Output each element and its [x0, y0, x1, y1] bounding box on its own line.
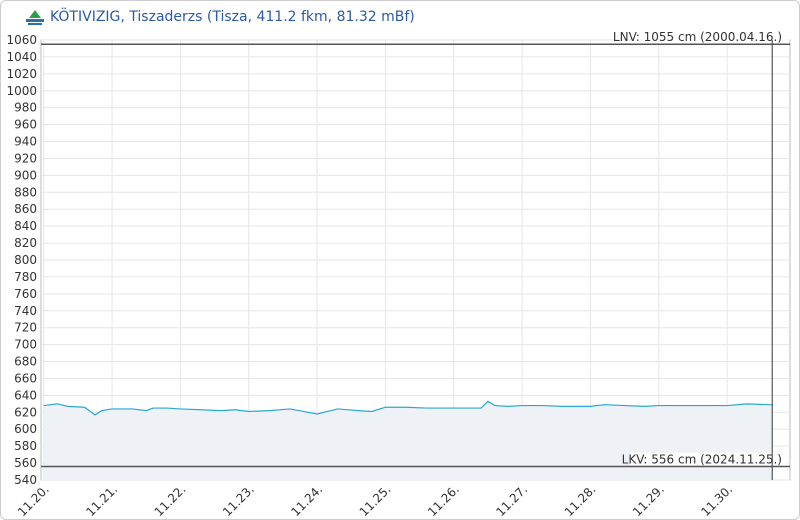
y-tick-label: 620: [14, 405, 37, 419]
y-tick-label: 680: [14, 355, 37, 369]
y-tick-label: 720: [14, 321, 37, 335]
y-tick-label: 740: [14, 304, 37, 318]
y-tick-label: 560: [14, 456, 37, 470]
y-tick-label: 940: [14, 135, 37, 149]
x-tick-label: 11.29.: [630, 482, 667, 519]
y-tick-label: 920: [14, 151, 37, 165]
y-tick-label: 820: [14, 236, 37, 250]
logo: [26, 10, 44, 25]
y-tick-label: 960: [14, 118, 37, 132]
y-tick-label: 640: [14, 388, 37, 402]
chart-title: KÖTIVIZIG, Tiszaderzs (Tisza, 411.2 fkm,…: [50, 7, 415, 25]
line: [43, 400, 773, 416]
x-tick-label: 11.24.: [288, 482, 325, 519]
x-tick-label: 11.21.: [83, 482, 120, 519]
y-tick-label: 840: [14, 219, 37, 233]
y-tick-label: 580: [14, 439, 37, 453]
y-tick-label: 1040: [6, 50, 37, 64]
y-tick-label: 780: [14, 270, 37, 284]
y-tick-label: 980: [14, 101, 37, 115]
y-tick-label: 600: [14, 422, 37, 436]
x-tick-label: 11.28.: [562, 482, 599, 519]
y-tick-label: 1060: [6, 33, 37, 47]
x-tick-label: 11.22.: [152, 482, 189, 519]
y-tick-label: 760: [14, 287, 37, 301]
reference-label: LNV: 1055 cm (2000.04.16.): [613, 30, 782, 44]
x-tick-label: 11.27.: [493, 482, 530, 519]
x-tick-label: 11.23.: [220, 482, 257, 519]
x-tick-label: 11.30.: [698, 482, 735, 519]
y-tick-label: 860: [14, 202, 37, 216]
y-tick-label: 1000: [6, 84, 37, 98]
y-tick-label: 540: [14, 473, 37, 487]
reference-label-bg: [630, 452, 788, 466]
reference-label-bg: [630, 30, 788, 44]
y-tick-label: 1020: [6, 67, 37, 81]
area: [43, 401, 773, 480]
y-tick-label: 800: [14, 253, 37, 267]
x-tick-label: 11.25.: [357, 482, 394, 519]
y-tick-label: 660: [14, 371, 37, 385]
y-tick-label: 700: [14, 338, 37, 352]
x-tick-label: 11.20.: [15, 482, 52, 519]
x-tick-label: 11.26.: [425, 482, 462, 519]
reference-label: LKV: 556 cm (2024.11.25.): [622, 452, 782, 466]
y-tick-label: 880: [14, 185, 37, 199]
y-tick-label: 900: [14, 168, 37, 182]
